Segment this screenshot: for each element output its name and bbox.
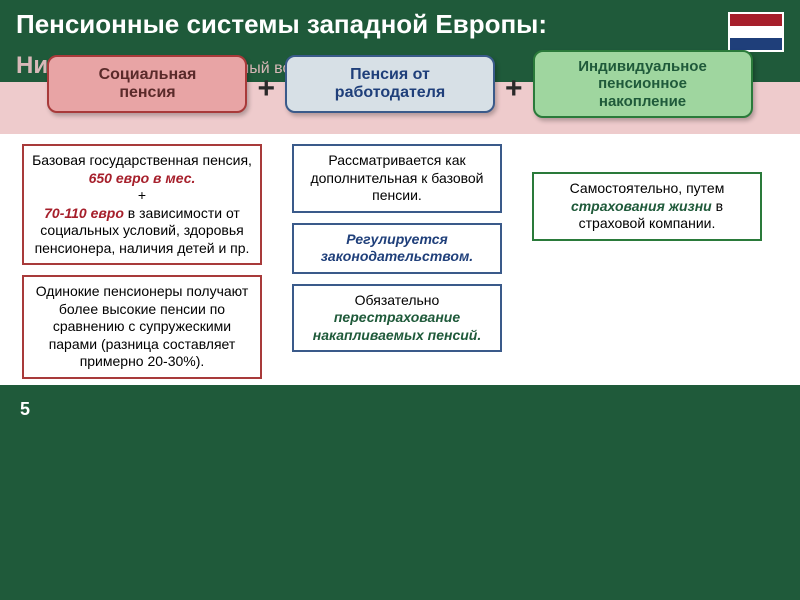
pillar-box-2: Индивидуальноепенсионноенакопление <box>533 50 753 118</box>
header: Пенсионные системы западной Европы: <box>0 0 800 52</box>
pillars-row: Социальнаяпенсия+Пенсия отработодателя+И… <box>0 50 800 124</box>
content-area: Базовая государственная пенсия, 650 евро… <box>0 134 800 385</box>
pillar-box-1: Пенсия отработодателя <box>285 55 495 113</box>
info-box-col1-1: Одинокие пенсионеры получают более высок… <box>22 275 262 379</box>
info-box-col2-2: Обязательно перестрахование накапливаемы… <box>292 284 502 353</box>
info-box-col1-0: Базовая государственная пенсия, 650 евро… <box>22 144 262 265</box>
column-3: Самостоятельно, путем страхования жизни … <box>532 144 762 241</box>
columns: Базовая государственная пенсия, 650 евро… <box>22 144 778 379</box>
footer: 5 <box>0 385 800 434</box>
info-box-col2-0: Рассматривается как дополнительная к баз… <box>292 144 502 213</box>
pillar-band: Социальнаяпенсия+Пенсия отработодателя+И… <box>0 82 800 134</box>
page-number: 5 <box>20 399 30 419</box>
plus-icon: + <box>255 72 277 106</box>
column-1: Базовая государственная пенсия, 650 евро… <box>22 144 262 379</box>
flag-stripe-1 <box>730 14 782 26</box>
flag-stripe-2 <box>730 26 782 38</box>
pillar-box-0: Социальнаяпенсия <box>47 55 247 113</box>
plus-icon: + <box>503 72 525 106</box>
info-box-col3-0: Самостоятельно, путем страхования жизни … <box>532 172 762 241</box>
column-2: Рассматривается как дополнительная к баз… <box>292 144 502 352</box>
page-title: Пенсионные системы западной Европы: <box>16 10 547 40</box>
flag-icon <box>728 12 784 52</box>
info-box-col2-1: Регулируется законодательством. <box>292 223 502 274</box>
flag-stripe-3 <box>730 38 782 50</box>
